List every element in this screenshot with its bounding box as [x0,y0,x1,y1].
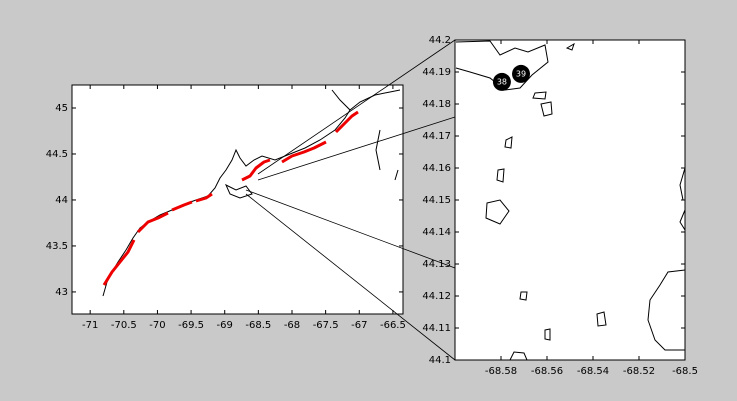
y-tick-label: 44.5 [46,149,68,160]
x-tick-label: -68.56 [531,366,563,377]
left-axes [71,84,404,315]
left-red-tracks [102,110,359,286]
y-tick-label: 43 [55,287,68,298]
y-tick-label: 44.18 [422,99,451,110]
x-tick-label: -67 [351,320,367,331]
right-coastline [455,40,686,361]
y-tick-label: 44.16 [422,163,451,174]
y-tick-label: 44.11 [422,323,451,334]
y-tick-label: 44.14 [422,227,451,238]
x-tick-label: -67.5 [313,320,339,331]
x-tick-label: -71 [82,320,98,331]
x-tick-label: -68.58 [485,366,517,377]
x-tick-label: -70 [149,320,165,331]
y-tick-label: 44.2 [429,35,451,46]
y-tick-label: 44.15 [422,195,451,206]
y-tick-label: 45 [55,103,68,114]
x-tick-label: -68.5 [245,320,271,331]
x-tick-label: -66.5 [380,320,406,331]
y-tick-label: 44.1 [429,355,451,366]
x-tick-label: -68.54 [577,366,609,377]
point [492,72,511,91]
point [512,64,531,83]
y-tick-label: 44.19 [422,67,451,78]
y-tick-label: 44.17 [422,131,451,142]
x-tick-label: -68.5 [672,366,698,377]
y-tick-label: 44 [55,195,68,206]
x-tick-label: -70.5 [111,320,137,331]
y-tick-label: 43.5 [46,241,68,252]
point-label: 39 [516,69,526,78]
x-tick-label: -69.5 [178,320,204,331]
x-tick-label: -69 [217,320,233,331]
x-tick-label: -68 [284,320,300,331]
y-tick-label: 44.12 [422,291,451,302]
left-coastline [102,89,401,297]
y-tick-label: 44.13 [422,259,451,270]
right-axes [454,39,686,361]
x-tick-label: -68.52 [623,366,655,377]
point-label: 38 [497,77,507,86]
zoom-lines [245,39,456,361]
